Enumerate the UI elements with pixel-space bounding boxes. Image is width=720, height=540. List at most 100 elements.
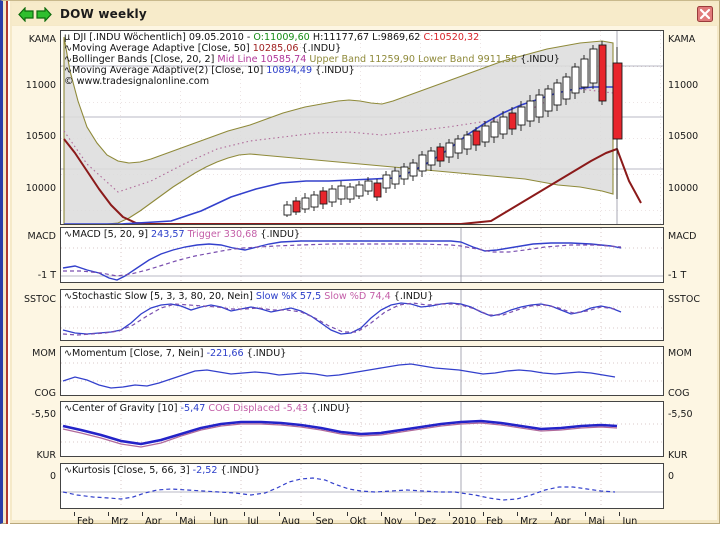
x-axis-label: Nov: [383, 516, 403, 527]
wave-icon: ∿: [64, 348, 73, 359]
x-axis-label: Mai: [588, 516, 606, 527]
vendor-url: www.tradesignalonline.com: [73, 76, 210, 87]
stoch-k-value: Slow %K 57,5: [255, 291, 322, 302]
ma50-suffix: {.INDU}: [298, 43, 342, 54]
stochastic-label: Stochastic Slow [5, 3, 3, 80, 20, Nein]: [72, 291, 256, 302]
x-axis: Feb Mrz Apr Mai Jun Jul Aug Sep Okt Nov Dez 2010 Feb…: [68, 512, 668, 532]
low-value: L:9869,62: [372, 32, 421, 43]
window-edge-red: [6, 1, 8, 525]
macd-legend: ∿MACD [5, 20, 9] 243,57 Trigger 330,68 {…: [64, 229, 300, 240]
price-chart-panel[interactable]: µ DJI [.INDU Wöchentlich] 09.05.2010 - O…: [60, 30, 664, 225]
window-title: DOW weekly: [60, 7, 147, 21]
ma10-suffix: {.INDU}: [312, 65, 355, 76]
arrow-right-icon[interactable]: [36, 6, 52, 23]
macd-ytick-0-right: -1 T: [668, 270, 687, 281]
wave-icon: ∿: [64, 43, 73, 54]
chart-board: KAMA KAMA 11000 11000 10500 10500 10000 …: [12, 26, 717, 527]
x-axis-tick: [210, 512, 212, 516]
legend-row-ma10: ∿Moving Average Adaptive(2) [Close, 10] …: [64, 65, 560, 76]
cog-ytick-0-left: -5,50: [31, 409, 56, 420]
x-axis-label: Apr: [145, 516, 162, 527]
candlestick-series: [283, 41, 623, 217]
mom-axis-left-title: MOM: [32, 348, 56, 359]
cog-axis-left-title: COG: [34, 388, 56, 399]
macd-ytick-0-left: -1 T: [37, 270, 56, 281]
bollinger-label: Bollinger Bands [Close, 20, 2]: [72, 54, 218, 65]
open-value: O:11009,60: [253, 32, 310, 43]
kur-ytick-0-left: 0: [49, 471, 56, 482]
x-axis-tick: [585, 512, 587, 516]
wave-icon: ∿: [64, 465, 73, 476]
macd-axis-left-title: MACD: [27, 231, 56, 242]
stochastic-suffix: {.INDU}: [390, 291, 434, 302]
wave-icon: ∿: [64, 229, 73, 240]
kur-ytick-0-right: 0: [668, 471, 675, 482]
x-axis-label: Jul: [247, 516, 259, 527]
macd-panel[interactable]: ∿MACD [5, 20, 9] 243,57 Trigger 330,68 {…: [60, 227, 664, 283]
momentum-value: -221,66: [206, 348, 244, 359]
x-axis-tick: [449, 512, 450, 516]
bollinger-suffix: {.INDU}: [517, 54, 560, 65]
instrument-label: DJI [.INDU Wöchentlich] 09.05.2010 -: [73, 32, 254, 43]
high-value: H:11177,67: [312, 32, 370, 43]
wave-icon: ∿: [64, 403, 73, 414]
x-axis-label: Aug: [281, 516, 301, 527]
x-axis-label: Okt: [349, 516, 367, 527]
macd-trigger-line: [63, 243, 622, 277]
kurtosis-panel[interactable]: ∿Kurtosis [Close, 5, 66, 3] -2,52 {.INDU…: [60, 463, 664, 509]
stochastic-legend: ∿Stochastic Slow [5, 3, 3, 80, 20, Nein]…: [64, 291, 433, 302]
cog-label: Center of Gravity [10]: [72, 403, 181, 414]
x-axis-tick: [380, 512, 382, 516]
sstoc-axis-left-title: SSTOC: [24, 294, 56, 305]
ma10-value: 10894,49: [266, 65, 313, 76]
price-ytick-2-left: 10000: [25, 183, 56, 194]
kama-line: [63, 138, 642, 224]
title-bar: DOW weekly: [12, 3, 719, 25]
legend-row-bollinger: ∿Bollinger Bands [Close, 20, 2] Mid Line…: [64, 54, 560, 65]
cog-suffix: {.INDU}: [307, 403, 351, 414]
x-axis-tick: [312, 512, 314, 516]
x-axis-label: Feb: [77, 516, 94, 527]
x-axis-tick: [278, 512, 280, 516]
stoch-d-value: Slow %D 74,4: [324, 291, 391, 302]
x-axis-label: Feb: [486, 516, 503, 527]
bollinger-lower-value: Lower Band 9911,58: [418, 54, 518, 65]
close-icon[interactable]: [697, 6, 713, 22]
x-axis-tick: [108, 512, 110, 516]
price-ytick-1-left: 10500: [25, 131, 56, 142]
x-axis-tick: [176, 512, 178, 516]
x-axis-label: Dez: [417, 516, 437, 527]
stochastic-panel[interactable]: ∿Stochastic Slow [5, 3, 3, 80, 20, Nein]…: [60, 289, 664, 341]
copyright-icon: ©: [64, 76, 74, 87]
x-axis-tick: [619, 512, 621, 516]
cog-panel[interactable]: ∿Center of Gravity [10] -5,47 COG Displa…: [60, 401, 664, 457]
sstoc-axis-right-title: SSTOC: [668, 294, 700, 305]
wave-icon: ∿: [64, 54, 73, 65]
wave-icon: ∿: [64, 65, 73, 76]
x-axis-tick: [483, 512, 485, 516]
momentum-panel[interactable]: ∿Momentum [Close, 7, Nein] -221,66 {.IND…: [60, 346, 664, 396]
price-ytick-0-left: 11000: [25, 80, 56, 91]
ma10-label: Moving Average Adaptive(2) [Close, 10]: [72, 65, 267, 76]
cog-axis-right-title: COG: [668, 388, 690, 399]
macd-axis-right-title: MACD: [668, 231, 697, 242]
momentum-line: [62, 363, 616, 389]
kurtosis-legend: ∿Kurtosis [Close, 5, 66, 3] -2,52 {.INDU…: [64, 465, 260, 476]
mom-axis-right-title: MOM: [668, 348, 692, 359]
macd-suffix: {.INDU}: [257, 229, 301, 240]
x-axis-tick: [346, 512, 348, 516]
kurtosis-value: -2,52: [192, 465, 218, 476]
window-edge-white: [8, 1, 10, 525]
x-axis-tick: [142, 512, 144, 516]
macd-trigger-value: Trigger 330,68: [187, 229, 258, 240]
ma50-label: Moving Average Adaptive [Close, 50]: [72, 43, 253, 54]
macd-value: 243,57: [151, 229, 185, 240]
bollinger-mid-value: Mid Line 10585,74: [217, 54, 307, 65]
kurtosis-label: Kurtosis [Close, 5, 66, 3]: [72, 465, 193, 476]
cog-displaced-line: [62, 422, 618, 448]
x-axis-label: Mai: [179, 516, 196, 527]
cog-line: [62, 419, 618, 446]
arrow-left-icon[interactable]: [18, 6, 34, 23]
legend-row-instrument: µ DJI [.INDU Wöchentlich] 09.05.2010 - O…: [64, 32, 560, 43]
price-legend: µ DJI [.INDU Wöchentlich] 09.05.2010 - O…: [64, 32, 560, 87]
